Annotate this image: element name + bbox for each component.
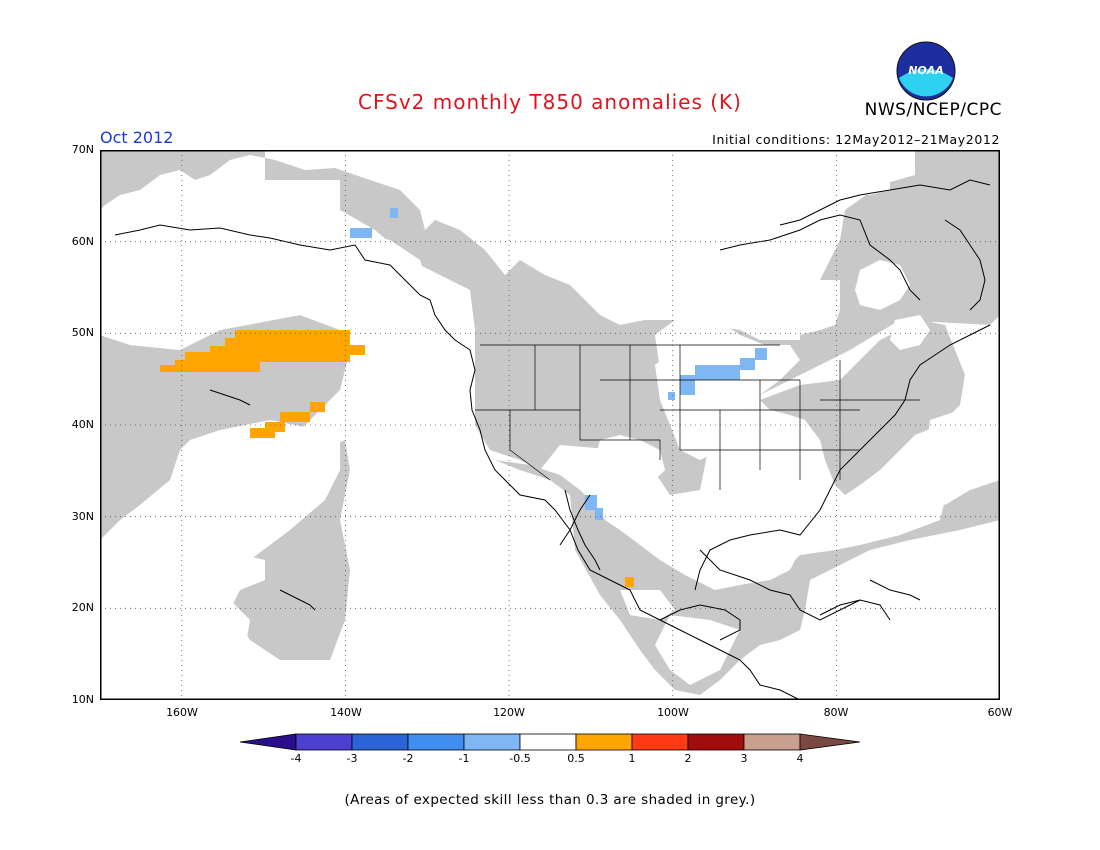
colorbar-label: 0.5 [567, 752, 585, 765]
lon-label-80w: 80W [823, 706, 849, 719]
lon-label-160w: 160W [166, 706, 198, 719]
anomaly-map [100, 150, 1000, 700]
colorbar-label: -3 [346, 752, 358, 765]
lon-label-140w: 140W [330, 706, 362, 719]
colorbar-label: -2 [402, 752, 414, 765]
chart-title: CFSv2 monthly T850 anomalies (K) [358, 90, 742, 114]
colorbar-label: 2 [684, 752, 692, 765]
colorbar-label: -4 [290, 752, 302, 765]
skill-mask [100, 150, 1000, 695]
colorbar-label: -1 [458, 752, 470, 765]
lon-label-60w: 60W [987, 706, 1013, 719]
lon-label-120w: 120W [493, 706, 525, 719]
initial-conditions: Initial conditions: 12May2012–21May2012 [712, 132, 1000, 147]
colorbar-low-arrow [239, 733, 297, 751]
lat-label-30n: 30N [71, 510, 94, 523]
colorbar-label: 3 [740, 752, 748, 765]
gridlines [100, 150, 1000, 700]
lat-label-40n: 40N [71, 418, 94, 431]
lat-label-60n: 60N [71, 235, 94, 248]
lat-label-70n: 70N [71, 143, 94, 156]
colorbar-label: -0.5 [509, 752, 531, 765]
lat-label-10n: 10N [71, 693, 94, 706]
colorbar-high-arrow [799, 733, 861, 751]
colorbar [239, 733, 861, 751]
skill-note: (Areas of expected skill less than 0.3 a… [344, 792, 756, 808]
state-borders [475, 344, 920, 490]
lat-label-20n: 20N [71, 601, 94, 614]
forecast-month: Oct 2012 [100, 128, 174, 147]
lon-label-100w: 100W [657, 706, 689, 719]
lat-label-50n: 50N [71, 326, 94, 339]
colorbar-label: 4 [796, 752, 804, 765]
positive-anomaly-cells [160, 330, 634, 587]
colorbar-label: 1 [628, 752, 636, 765]
agency-label: NWS/NCEP/CPC [864, 100, 1002, 120]
svg-text:NOAA: NOAA [908, 64, 944, 77]
coastlines [114, 179, 991, 700]
noaa-logo-icon: NOAA [896, 41, 956, 101]
